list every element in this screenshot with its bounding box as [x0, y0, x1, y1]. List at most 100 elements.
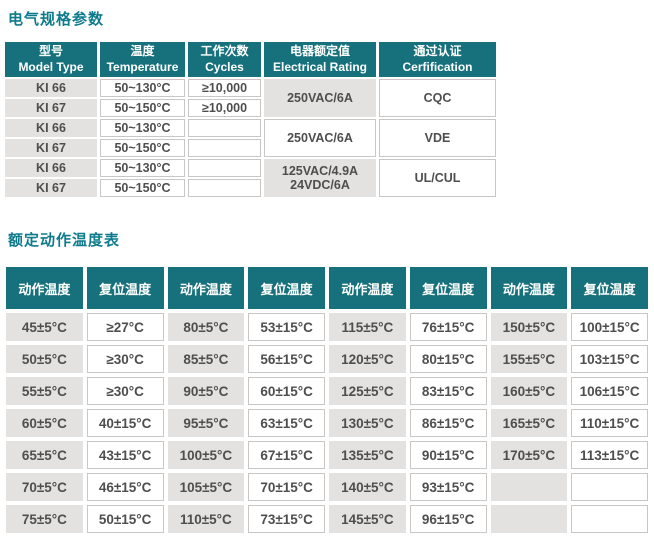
cell-reset-temp: 86±15°C	[409, 409, 487, 437]
cell-action-temp: 140±5°C	[329, 473, 406, 501]
col-header-cycles: 工作次数 Cycles	[188, 42, 261, 77]
temp-table-row: 70±5°C 46±15°C 105±5°C 70±15°C 140±5°C 93±15°…	[6, 473, 648, 501]
spec-table-row: KI 67 50~150°C	[5, 179, 496, 197]
cell-reset-temp: 100±15°C	[571, 313, 648, 341]
header-en: Model Type	[18, 59, 84, 74]
col-header-temperature: 温度 Temperature	[100, 42, 185, 77]
temp-table-row: 65±5°C 43±15°C 100±5°C 67±15°C 135±5°C 90±15°…	[6, 441, 648, 469]
cell-action-temp: 45±5°C	[6, 313, 83, 341]
cell-rating: 125VAC/4.9A 24VDC/6A	[264, 159, 376, 197]
cell-reset-temp: 63±15°C	[248, 409, 325, 437]
header-zh: 温度	[130, 43, 155, 58]
cell-reset-temp: ≥30°C	[86, 377, 164, 405]
cell-model: KI 67	[5, 99, 97, 117]
cell-reset-temp: 46±15°C	[86, 473, 164, 501]
cell-cycles: ≥10,000	[188, 79, 261, 97]
col-header-reset-temp: 复位温度	[571, 267, 648, 309]
spec-table-row: KI 66 50~130°C 125VAC/4.9A 24VDC/6A UL/C…	[5, 159, 496, 197]
cell-action-temp: 50±5°C	[6, 345, 83, 373]
spec-header-row: 型号 Model Type 温度 Temperature 工作次数 Cycles…	[5, 42, 496, 77]
cell-rating: 250VAC/6A	[264, 79, 376, 117]
section-title-rated-temperature: 额定动作温度表	[8, 232, 121, 249]
cell-certification: UL/CUL	[379, 159, 496, 197]
cell-action-temp: 115±5°C	[329, 313, 406, 341]
cell-action-temp	[490, 505, 568, 533]
cell-cycles: ≥10,000	[188, 99, 261, 117]
cell-reset-temp: 73±15°C	[248, 505, 325, 533]
spec-table-row: KI 67 50~150°C	[5, 139, 496, 157]
cell-action-temp: 170±5°C	[490, 441, 568, 469]
cell-action-temp: 160±5°C	[490, 377, 568, 405]
col-header-certification: 通过认证 Cerfification	[379, 42, 496, 77]
col-header-reset-temp: 复位温度	[86, 267, 164, 309]
temp-header-row: 动作温度 复位温度 动作温度 复位温度 动作温度 复位温度 动作温度 复位温度	[6, 267, 648, 309]
cell-reset-temp: 60±15°C	[248, 377, 325, 405]
header-zh: 电器额定值	[289, 43, 350, 58]
cell-reset-temp: 113±15°C	[571, 441, 648, 469]
cell-certification: VDE	[379, 119, 496, 157]
cell-temperature: 50~150°C	[100, 179, 185, 197]
cell-model: KI 66	[5, 79, 97, 97]
cell-action-temp: 165±5°C	[490, 409, 568, 437]
temp-table-row: 45±5°C ≥27°C 80±5°C 53±15°C 115±5°C 76±15°C 15…	[6, 313, 648, 341]
cell-action-temp: 155±5°C	[490, 345, 568, 373]
temp-table-row: 60±5°C 40±15°C 95±5°C 63±15°C 130±5°C 86±15°C…	[6, 409, 648, 437]
col-header-action-temp: 动作温度	[490, 267, 568, 309]
cell-reset-temp: 70±15°C	[248, 473, 325, 501]
col-header-action-temp: 动作温度	[329, 267, 406, 309]
cell-reset-temp: ≥30°C	[86, 345, 164, 373]
cell-reset-temp: 103±15°C	[571, 345, 648, 373]
cell-reset-temp: 83±15°C	[409, 377, 487, 405]
cell-temperature: 50~150°C	[100, 139, 185, 157]
header-zh: 工作次数	[200, 43, 249, 58]
cell-reset-temp: 50±15°C	[86, 505, 164, 533]
header-zh: 通过认证	[413, 43, 462, 58]
cell-reset-temp: ≥27°C	[86, 313, 164, 341]
cell-rating: 250VAC/6A	[264, 119, 376, 157]
col-header-electrical-rating: 电器额定值 Electrical Rating	[264, 42, 376, 77]
cell-action-temp: 80±5°C	[167, 313, 245, 341]
cell-reset-temp	[571, 473, 648, 501]
cell-reset-temp: 56±15°C	[248, 345, 325, 373]
section-title-electrical-specs: 电气规格参数	[8, 11, 105, 28]
temp-table-row: 50±5°C ≥30°C 85±5°C 56±15°C 120±5°C 80±15°C 15…	[6, 345, 648, 373]
cell-reset-temp: 110±15°C	[571, 409, 648, 437]
cell-action-temp: 125±5°C	[329, 377, 406, 405]
cell-action-temp: 85±5°C	[167, 345, 245, 373]
cell-action-temp	[490, 473, 568, 501]
cell-reset-temp	[571, 505, 648, 533]
cell-action-temp: 100±5°C	[167, 441, 245, 469]
cell-reset-temp: 106±15°C	[571, 377, 648, 405]
cell-action-temp: 130±5°C	[329, 409, 406, 437]
cell-model: KI 66	[5, 159, 97, 177]
cell-reset-temp: 43±15°C	[86, 441, 164, 469]
cell-model: KI 67	[5, 139, 97, 157]
cell-model: KI 66	[5, 119, 97, 137]
cell-action-temp: 70±5°C	[6, 473, 83, 501]
cell-temperature: 50~130°C	[100, 119, 185, 137]
header-en: Cycles	[205, 59, 244, 74]
rated-temperature-table: 动作温度 复位温度 动作温度 复位温度 动作温度 复位温度 动作温度 复位温度 45±5°C ≥…	[2, 263, 652, 537]
col-header-reset-temp: 复位温度	[409, 267, 487, 309]
col-header-model: 型号 Model Type	[5, 42, 97, 77]
cell-action-temp: 65±5°C	[6, 441, 83, 469]
header-en: Temperature	[106, 59, 179, 74]
cell-cycles	[188, 119, 261, 137]
cell-temperature: 50~130°C	[100, 79, 185, 97]
spec-table-row: KI 67 50~150°C ≥10,000	[5, 99, 496, 117]
cell-action-temp: 110±5°C	[167, 505, 245, 533]
cell-action-temp: 135±5°C	[329, 441, 406, 469]
cell-action-temp: 150±5°C	[490, 313, 568, 341]
col-header-action-temp: 动作温度	[167, 267, 245, 309]
cell-reset-temp: 80±15°C	[409, 345, 487, 373]
spec-table-row: KI 66 50~130°C 250VAC/6A VDE	[5, 119, 496, 157]
cell-temperature: 50~150°C	[100, 99, 185, 117]
temp-table-row: 75±5°C 50±15°C 110±5°C 73±15°C 145±5°C 96±15°…	[6, 505, 648, 533]
cell-action-temp: 145±5°C	[329, 505, 406, 533]
cell-reset-temp: 76±15°C	[409, 313, 487, 341]
cell-action-temp: 60±5°C	[6, 409, 83, 437]
cell-temperature: 50~130°C	[100, 159, 185, 177]
temp-table-row: 55±5°C ≥30°C 90±5°C 60±15°C 125±5°C 83±15°C 16…	[6, 377, 648, 405]
cell-certification: CQC	[379, 79, 496, 117]
col-header-action-temp: 动作温度	[6, 267, 83, 309]
